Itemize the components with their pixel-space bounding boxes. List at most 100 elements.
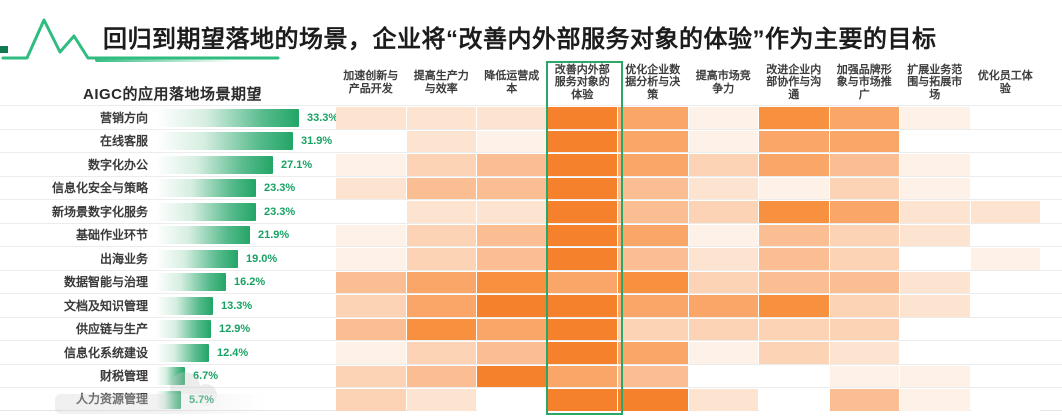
bar <box>156 390 181 409</box>
heatmap-cell <box>336 389 406 411</box>
chart-row: 基础作业环节 21.9% <box>0 222 1062 246</box>
title-underline <box>95 58 235 62</box>
heatmap-cell <box>547 154 617 176</box>
bar-value: 12.4% <box>217 346 249 359</box>
heatmap-cell <box>618 389 688 411</box>
bar-zone: 6.7% <box>156 367 218 385</box>
bar <box>156 179 256 197</box>
row-label: 出海业务 <box>99 251 148 266</box>
bar-zone: 13.3% <box>156 296 252 315</box>
bar <box>156 343 209 362</box>
heatmap-cell <box>970 130 1040 152</box>
trend-line-icon <box>1 18 280 60</box>
heatmap-cell <box>900 271 970 293</box>
heatmap-cell <box>406 154 476 176</box>
heatmap-cell <box>336 177 406 199</box>
bar-zone: 27.1% <box>156 155 312 174</box>
heatmap-cell <box>406 201 476 223</box>
heatmap-cell <box>688 342 758 364</box>
heatmap-cell <box>336 201 406 223</box>
bar-zone: 16.2% <box>156 273 265 291</box>
chart-row: 营销方向 33.3% <box>0 105 1062 129</box>
heatmap-cell <box>970 201 1040 223</box>
heatmap-cell <box>970 365 1040 387</box>
heatmap-cell <box>900 318 970 340</box>
chart-row: 供应链与生产 12.9% <box>0 316 1062 340</box>
heatmap-cell <box>547 295 617 317</box>
heatmap-cell <box>336 130 406 152</box>
heatmap-cell <box>406 130 476 152</box>
heatmap-cell <box>759 342 829 364</box>
bar-value: 33.3% <box>307 111 339 124</box>
heatmap-cell <box>900 154 970 176</box>
heatmap-cell <box>900 107 970 129</box>
heatmap-cell <box>336 107 406 129</box>
heatmap-row-cells <box>336 295 1040 317</box>
heatmap-cell <box>970 318 1040 340</box>
heatmap-row-cells <box>336 107 1040 129</box>
heatmap-cell <box>477 295 547 317</box>
heatmap-cell <box>477 107 547 129</box>
bar-zone: 23.3% <box>156 202 296 221</box>
heatmap-cell <box>759 130 829 152</box>
heatmap-cell <box>547 177 617 199</box>
heatmap-cell <box>336 295 406 317</box>
heatmap-cell <box>759 271 829 293</box>
heatmap-cell <box>618 201 688 223</box>
bar-zone: 33.3% <box>156 108 339 127</box>
bar-value: 23.3% <box>264 205 296 218</box>
bar-zone: 23.3% <box>156 179 295 197</box>
heatmap-cell <box>970 154 1040 176</box>
heatmap-cell <box>900 342 970 364</box>
heatmap-cell <box>618 271 688 293</box>
heatmap-cell <box>970 342 1040 364</box>
heatmap-cell <box>688 224 758 246</box>
heatmap-cell <box>829 295 899 317</box>
heatmap-cell <box>618 107 688 129</box>
heatmap-cell <box>618 342 688 364</box>
row-label: 数字化办公 <box>87 157 148 172</box>
heatmap-cell <box>336 318 406 340</box>
heatmap-cell <box>406 318 476 340</box>
heatmap-row-cells <box>336 389 1040 411</box>
heatmap-cell <box>829 318 899 340</box>
heatmap-cell <box>900 295 970 317</box>
heatmap-cell <box>547 201 617 223</box>
chart-row: 信息化安全与策略 23.3% <box>0 175 1062 199</box>
chart-row: 数字化办公 27.1% <box>0 152 1062 176</box>
bar-value: 6.7% <box>193 370 219 382</box>
chart-row: 信息化系统建设 12.4% <box>0 340 1062 364</box>
bar-chart-title: AIGC的应用落地场景期望 <box>82 86 262 103</box>
heatmap-cell <box>829 107 899 129</box>
heatmap-cell <box>618 154 688 176</box>
heatmap-cell <box>336 248 406 270</box>
heatmap-cell <box>477 177 547 199</box>
bar-value: 12.9% <box>219 323 251 335</box>
heatmap-cell <box>618 224 688 246</box>
heatmap-cell <box>406 342 476 364</box>
chart-row: 人力资源管理 5.7% <box>0 387 1062 411</box>
heatmap-cell <box>688 365 758 387</box>
heatmap-column-header: 提高市场竞争力 <box>695 69 751 95</box>
heatmap-cell <box>829 389 899 411</box>
heatmap-row-cells <box>336 224 1040 246</box>
heatmap-cell <box>688 201 758 223</box>
heatmap-cell <box>547 224 617 246</box>
heatmap-cell <box>688 177 758 199</box>
heatmap-cell <box>477 201 547 223</box>
bar <box>156 226 250 244</box>
heatmap-column-header: 扩展业务范围与拓展市场 <box>907 63 963 101</box>
bar <box>156 320 211 338</box>
bar-value: 19.0% <box>246 252 278 265</box>
bar-zone: 19.0% <box>156 249 278 268</box>
heatmap-cell <box>900 177 970 199</box>
heatmap-column-header: 改善内外部服务对象的体验 <box>554 63 610 101</box>
heatmap-cell <box>970 271 1040 293</box>
heatmap-cell <box>688 154 758 176</box>
bar <box>156 108 299 127</box>
heatmap-cell <box>829 154 899 176</box>
heatmap-column-header: 加强品牌形象与市场推广 <box>836 63 892 101</box>
heatmap-cell <box>970 224 1040 246</box>
bar-value: 21.9% <box>258 229 290 241</box>
heatmap-cell <box>829 271 899 293</box>
